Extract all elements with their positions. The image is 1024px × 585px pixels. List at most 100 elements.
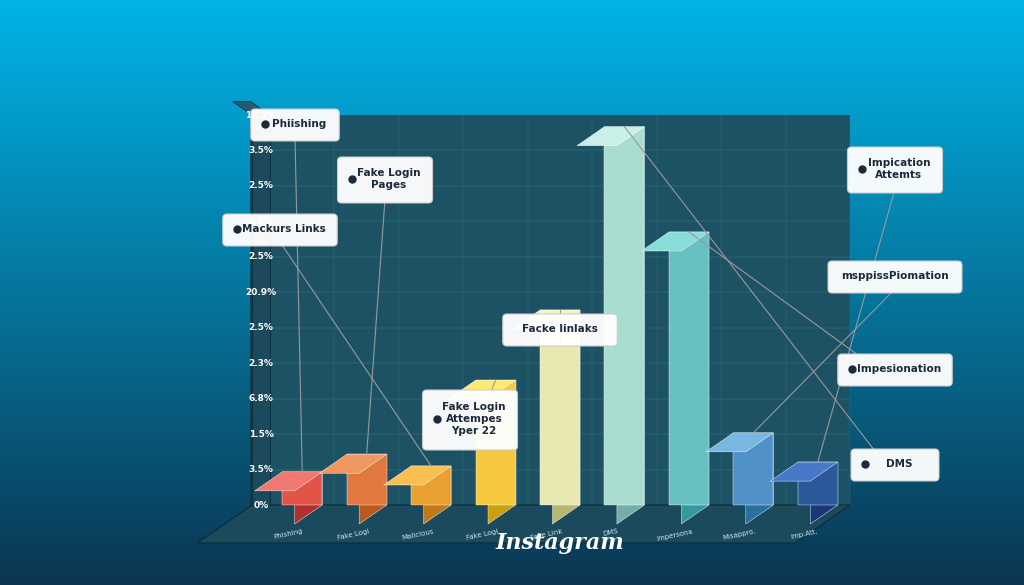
Bar [0,306,1024,310]
Bar [0,183,1024,187]
FancyBboxPatch shape [503,314,617,346]
Bar [0,484,1024,488]
Bar [0,2,1024,6]
FancyBboxPatch shape [851,449,939,481]
Bar [0,347,1024,351]
Bar [0,382,1024,386]
Bar [0,455,1024,459]
FancyBboxPatch shape [223,214,337,246]
Bar [0,157,1024,161]
Bar [0,555,1024,559]
Bar [0,180,1024,184]
Bar [0,280,1024,284]
Bar [0,54,1024,59]
Polygon shape [270,115,850,505]
FancyBboxPatch shape [423,390,517,450]
Bar [0,446,1024,450]
Bar [0,174,1024,178]
Bar [0,560,1024,565]
Polygon shape [733,433,773,505]
Bar [0,318,1024,322]
Text: DMS: DMS [886,459,912,469]
Polygon shape [251,115,270,518]
Bar [0,198,1024,202]
Polygon shape [411,466,452,505]
Bar [0,558,1024,562]
Bar [0,16,1024,20]
Bar [0,104,1024,108]
Bar [0,417,1024,421]
Bar [0,247,1024,252]
Polygon shape [449,380,515,399]
Bar [0,344,1024,348]
Bar [0,43,1024,47]
Bar [0,22,1024,26]
Bar [0,98,1024,102]
Polygon shape [604,127,644,505]
Bar [0,90,1024,94]
Bar [0,441,1024,445]
Polygon shape [798,462,838,505]
Polygon shape [513,310,580,329]
Bar [0,502,1024,506]
Bar [0,166,1024,170]
Bar [0,160,1024,164]
Polygon shape [681,232,709,524]
Bar [0,394,1024,398]
Bar [0,92,1024,97]
Polygon shape [347,455,387,505]
Bar [0,297,1024,301]
Bar [0,34,1024,38]
Bar [0,449,1024,453]
Text: Fake Logi: Fake Logi [465,528,499,541]
Bar [0,145,1024,149]
Bar [0,168,1024,173]
Bar [0,312,1024,316]
Polygon shape [553,310,580,524]
Bar [0,142,1024,146]
Bar [0,78,1024,82]
Bar [0,367,1024,371]
Bar [0,28,1024,32]
Bar [0,481,1024,486]
Bar [0,49,1024,53]
Polygon shape [359,455,387,524]
Bar [0,300,1024,304]
Bar [0,177,1024,181]
Bar [0,218,1024,222]
Bar [0,537,1024,541]
Bar [0,376,1024,380]
Bar [0,528,1024,532]
Bar [0,87,1024,91]
Polygon shape [255,472,323,491]
Text: msppissΡiomation: msppissΡiomation [841,271,949,281]
Bar [0,496,1024,500]
Bar [0,461,1024,465]
Bar [0,209,1024,214]
Bar [0,467,1024,471]
Text: 8.9%: 8.9% [249,217,273,226]
FancyBboxPatch shape [828,261,962,293]
Polygon shape [770,462,838,481]
Polygon shape [475,380,515,505]
Bar [0,373,1024,377]
Bar [0,405,1024,410]
Text: Impersona: Impersona [656,528,694,542]
Text: Phiishing: Phiishing [272,119,326,129]
Bar [0,110,1024,114]
Text: 2.3%: 2.3% [249,359,273,368]
Bar [0,221,1024,225]
Bar [0,499,1024,503]
Bar [0,19,1024,23]
Bar [0,8,1024,12]
Text: Phishing: Phishing [273,528,303,540]
Bar [0,569,1024,573]
Bar [0,356,1024,360]
Bar [0,519,1024,524]
Bar [0,429,1024,433]
Bar [0,364,1024,369]
FancyBboxPatch shape [251,109,339,141]
Bar [0,329,1024,333]
Bar [0,341,1024,345]
Bar [0,57,1024,61]
